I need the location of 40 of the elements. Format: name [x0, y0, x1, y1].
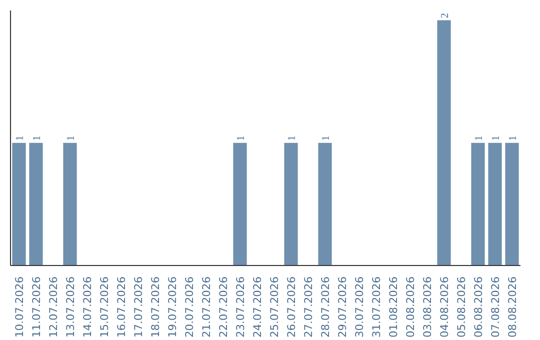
data-label: 1: [508, 136, 519, 141]
data-label: 1: [474, 136, 485, 141]
x-tick-label: 03.08.2026: [421, 276, 434, 338]
x-tick-label: 16.07.2026: [115, 276, 128, 338]
data-label: 1: [321, 136, 332, 141]
x-tick-label: 30.07.2026: [353, 276, 366, 338]
x-tick-label: 31.07.2026: [370, 276, 383, 338]
x-tick-label: 18.07.2026: [149, 276, 162, 338]
data-label: 1: [66, 136, 77, 141]
x-tick-label: 13.07.2026: [64, 276, 77, 338]
x-tick-label: 08.08.2026: [506, 276, 519, 338]
x-tick-label: 15.07.2026: [98, 276, 111, 338]
x-tick-label: 21.07.2026: [200, 276, 213, 338]
data-label: 1: [491, 136, 502, 141]
x-tick-label: 19.07.2026: [166, 276, 179, 338]
x-tick-label: 24.07.2026: [251, 276, 264, 338]
x-tick-label: 12.07.2026: [47, 276, 60, 338]
x-tick-label: 26.07.2026: [285, 276, 298, 338]
data-label: 1: [236, 136, 247, 141]
x-tick-label: 02.08.2026: [404, 276, 417, 338]
x-tick-label: 07.08.2026: [489, 276, 502, 338]
x-tick-label: 01.08.2026: [387, 276, 400, 338]
data-label: 1: [287, 136, 298, 141]
x-tick-label: 23.07.2026: [234, 276, 247, 338]
x-tick-label: 22.07.2026: [217, 276, 230, 338]
data-label: 1: [32, 136, 43, 141]
data-label: 1: [15, 136, 26, 141]
x-tick-label: 11.07.2026: [30, 276, 43, 338]
x-tick-label: 20.07.2026: [183, 276, 196, 338]
x-tick-label: 06.08.2026: [472, 276, 485, 338]
x-tick-label: 27.07.2026: [302, 276, 315, 338]
data-label: 2: [440, 12, 451, 18]
x-tick-label: 10.07.2026: [13, 276, 26, 338]
x-tick-label: 29.07.2026: [336, 276, 349, 338]
x-tick-label: 05.08.2026: [455, 276, 468, 338]
x-tick-label: 04.08.2026: [438, 276, 451, 338]
x-tick-label: 28.07.2026: [319, 276, 332, 338]
x-tick-label: 14.07.2026: [81, 276, 94, 338]
x-tick-label: 17.07.2026: [132, 276, 145, 338]
x-tick-label: 25.07.2026: [268, 276, 281, 338]
